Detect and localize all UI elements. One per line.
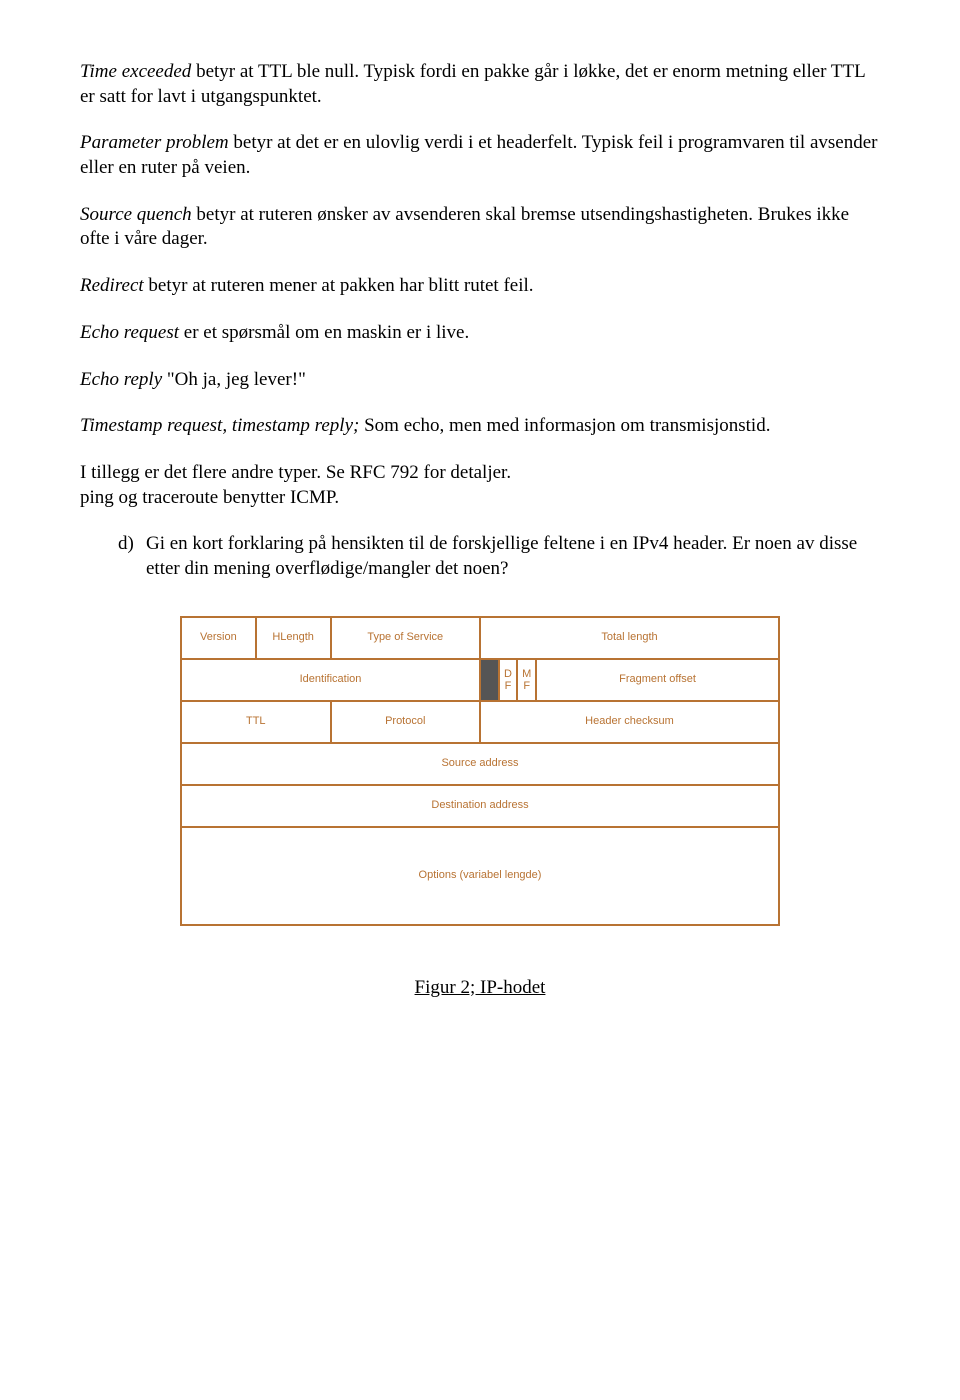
text-additional-line1: I tillegg er det flere andre typer. Se R… [80, 462, 511, 483]
para-echo-request: Echo request er et spørsmål om en maskin… [80, 321, 880, 346]
question-letter: d) [118, 532, 146, 557]
para-source-quench: Source quench betyr at ruteren ønsker av… [80, 203, 880, 252]
field-source-address: Source address [181, 743, 779, 785]
text-redirect: betyr at ruteren mener at pakken har bli… [144, 275, 534, 296]
field-protocol: Protocol [331, 701, 481, 743]
field-reserved-bit [480, 659, 499, 701]
field-identification: Identification [181, 659, 480, 701]
field-fragment-offset: Fragment offset [536, 659, 779, 701]
para-parameter-problem: Parameter problem betyr at det er en ulo… [80, 131, 880, 180]
field-checksum: Header checksum [480, 701, 779, 743]
ip-header-row-3: TTL Protocol Header checksum [181, 701, 779, 743]
term-echo-request: Echo request [80, 322, 179, 343]
term-echo-reply: Echo reply [80, 369, 162, 390]
field-mf-flag: M F [517, 659, 536, 701]
para-echo-reply: Echo reply "Oh ja, jeg lever!" [80, 368, 880, 393]
text-source-quench: betyr at ruteren ønsker av avsenderen sk… [80, 204, 849, 250]
ip-header-diagram: Version HLength Type of Service Total le… [180, 616, 780, 926]
text-timestamp: Som echo, men med informasjon om transmi… [359, 415, 770, 436]
question-text: Gi en kort forklaring på hensikten til d… [146, 533, 857, 579]
ip-header-row-6: Options (variabel lengde) [181, 827, 779, 925]
term-redirect: Redirect [80, 275, 144, 296]
para-redirect: Redirect betyr at ruteren mener at pakke… [80, 274, 880, 299]
field-ttl: TTL [181, 701, 331, 743]
ip-header-row-4: Source address [181, 743, 779, 785]
term-timestamp: Timestamp request, timestamp reply; [80, 415, 359, 436]
term-source-quench: Source quench [80, 204, 192, 225]
field-total-length: Total length [480, 617, 779, 659]
ip-header-row-2: Identification D F M F Fragment offset [181, 659, 779, 701]
text-echo-reply: "Oh ja, jeg lever!" [162, 369, 306, 390]
field-version: Version [181, 617, 256, 659]
question-item: d)Gi en kort forklaring på hensikten til… [118, 532, 880, 581]
field-options: Options (variabel lengde) [181, 827, 779, 925]
para-time-exceeded: Time exceeded betyr at TTL ble null. Typ… [80, 60, 880, 109]
field-hlength: HLength [256, 617, 331, 659]
term-parameter-problem: Parameter problem [80, 132, 229, 153]
ip-header-row-1: Version HLength Type of Service Total le… [181, 617, 779, 659]
field-tos: Type of Service [331, 617, 481, 659]
text-additional-line2: ping og traceroute benytter ICMP. [80, 487, 339, 508]
question-block: d)Gi en kort forklaring på hensikten til… [80, 532, 880, 581]
ip-header-row-5: Destination address [181, 785, 779, 827]
figure-caption: Figur 2; IP-hodet [80, 976, 880, 1001]
field-destination-address: Destination address [181, 785, 779, 827]
field-df-flag: D F [499, 659, 518, 701]
term-time-exceeded: Time exceeded [80, 61, 191, 82]
text-time-exceeded: betyr at TTL ble null. Typisk fordi en p… [80, 61, 865, 107]
para-additional: I tillegg er det flere andre typer. Se R… [80, 461, 880, 510]
text-echo-request: er et spørsmål om en maskin er i live. [179, 322, 469, 343]
para-timestamp: Timestamp request, timestamp reply; Som … [80, 414, 880, 439]
